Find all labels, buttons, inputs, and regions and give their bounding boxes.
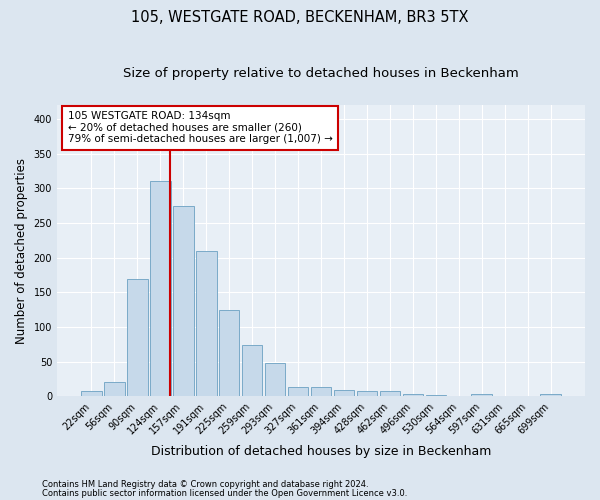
Bar [356,391,377,396]
Bar [196,251,217,396]
Bar [403,394,423,396]
Bar [311,388,331,396]
Bar [288,386,308,396]
Text: 105 WESTGATE ROAD: 134sqm
← 20% of detached houses are smaller (260)
79% of semi: 105 WESTGATE ROAD: 134sqm ← 20% of detac… [68,111,332,144]
Bar [242,345,262,397]
X-axis label: Distribution of detached houses by size in Beckenham: Distribution of detached houses by size … [151,444,491,458]
Bar [380,391,400,396]
Text: Contains public sector information licensed under the Open Government Licence v3: Contains public sector information licen… [42,490,407,498]
Bar [173,206,194,396]
Bar [219,310,239,396]
Bar [150,182,170,396]
Bar [81,392,102,396]
Bar [425,395,446,396]
Bar [334,390,355,396]
Text: 105, WESTGATE ROAD, BECKENHAM, BR3 5TX: 105, WESTGATE ROAD, BECKENHAM, BR3 5TX [131,10,469,25]
Text: Contains HM Land Registry data © Crown copyright and database right 2024.: Contains HM Land Registry data © Crown c… [42,480,368,489]
Bar [127,278,148,396]
Title: Size of property relative to detached houses in Beckenham: Size of property relative to detached ho… [123,68,519,80]
Bar [265,363,286,396]
Bar [472,394,492,396]
Y-axis label: Number of detached properties: Number of detached properties [15,158,28,344]
Bar [541,394,561,396]
Bar [104,382,125,396]
